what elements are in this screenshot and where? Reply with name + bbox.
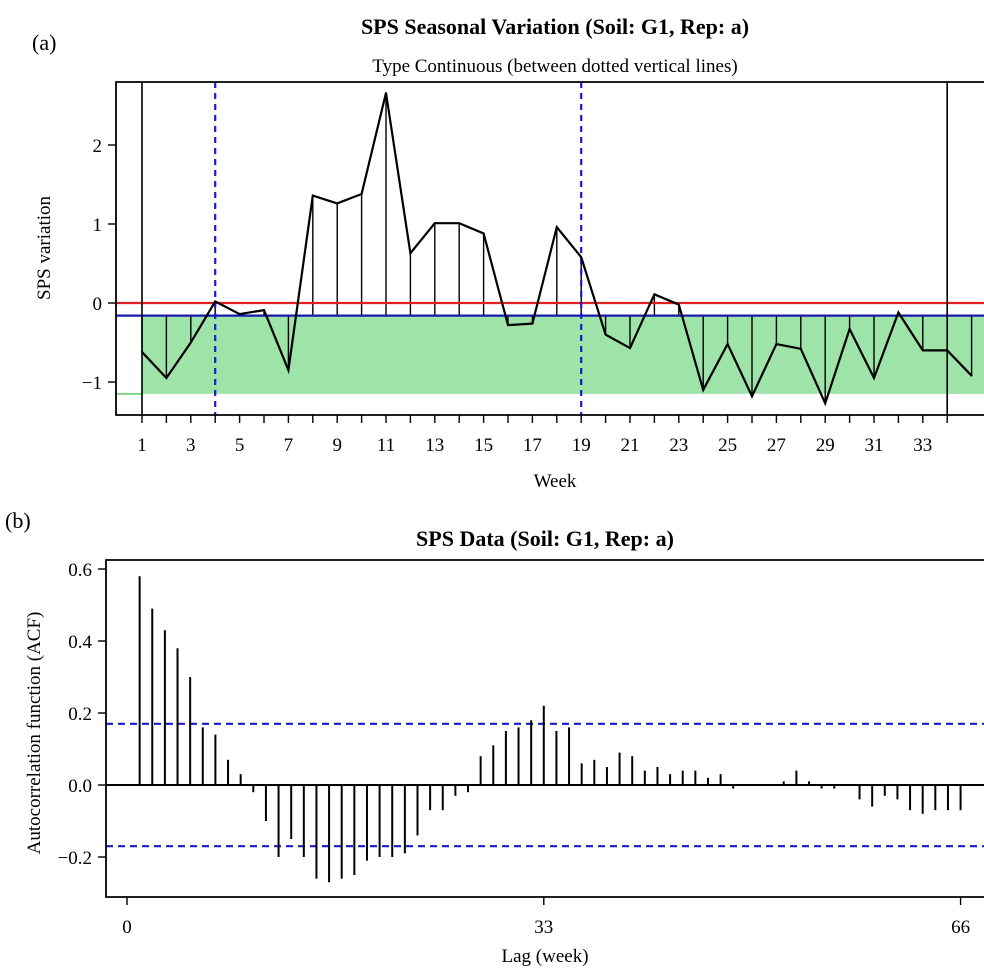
panel-a-title: SPS Seasonal Variation (Soil: G1, Rep: a… xyxy=(361,14,749,39)
data-point xyxy=(677,303,680,306)
panel-a-label: (a) xyxy=(32,30,56,55)
data-point xyxy=(141,351,143,353)
x-tick-label: 7 xyxy=(284,435,294,456)
data-point xyxy=(555,226,558,229)
x-tick-label: 9 xyxy=(332,435,342,456)
data-point xyxy=(848,328,851,330)
data-point xyxy=(799,347,802,350)
data-point xyxy=(507,324,509,327)
x-tick-label: 25 xyxy=(718,435,737,456)
data-point xyxy=(385,91,387,94)
panel-a-y-axis-label: SPS variation xyxy=(34,196,55,300)
x-tick-label: 5 xyxy=(235,435,245,456)
y-tick-label: 0 xyxy=(93,294,103,315)
confidence-band xyxy=(142,315,984,394)
data-point xyxy=(360,193,363,195)
data-point xyxy=(263,309,265,312)
y-tick-label: 0.6 xyxy=(68,560,92,581)
data-point xyxy=(409,252,412,255)
data-point xyxy=(336,202,339,205)
data-point xyxy=(629,347,631,349)
x-tick-label: 17 xyxy=(523,435,542,456)
data-point xyxy=(311,194,314,197)
y-tick-label: −1 xyxy=(82,373,102,394)
y-tick-label: −0.2 xyxy=(58,848,92,869)
data-point xyxy=(946,349,949,352)
data-point xyxy=(775,343,778,345)
panel-b-label: (b) xyxy=(5,508,31,533)
data-point xyxy=(873,377,875,379)
data-point xyxy=(726,343,729,345)
data-point xyxy=(165,377,168,379)
data-point xyxy=(970,374,973,377)
panel-b-frame xyxy=(105,559,984,898)
data-point xyxy=(824,402,827,405)
x-tick-label: 66 xyxy=(951,917,970,938)
x-tick-label: 33 xyxy=(913,435,932,456)
panel-a-frame xyxy=(115,81,984,416)
panel-b-y-axis-label: Autocorrelation function (ACF) xyxy=(24,612,45,855)
data-point xyxy=(189,341,192,344)
data-point xyxy=(482,232,485,235)
data-point xyxy=(921,349,924,352)
x-tick-label: 19 xyxy=(572,435,591,456)
x-tick-label: 33 xyxy=(534,917,553,938)
x-tick-label: 29 xyxy=(816,435,835,456)
x-tick-label: 21 xyxy=(621,435,640,456)
panel-a-x-axis-label: Week xyxy=(534,471,577,492)
panel-b-title: SPS Data (Soil: G1, Rep: a) xyxy=(416,526,674,551)
data-point xyxy=(287,369,290,372)
panel-b-x-axis-label: Lag (week) xyxy=(501,946,588,967)
data-point xyxy=(897,311,900,314)
data-point xyxy=(604,333,607,336)
y-tick-label: 2 xyxy=(93,136,103,157)
x-tick-label: 13 xyxy=(425,435,444,456)
x-tick-label: 27 xyxy=(767,435,786,456)
x-tick-label: 31 xyxy=(865,435,884,456)
data-point xyxy=(751,395,753,398)
y-tick-label: 0.4 xyxy=(68,632,92,653)
data-point xyxy=(458,222,461,225)
y-tick-label: 1 xyxy=(93,215,103,236)
x-tick-label: 23 xyxy=(669,435,688,456)
y-tick-label: 0.2 xyxy=(68,704,92,725)
data-point xyxy=(702,389,705,391)
data-point xyxy=(580,256,583,259)
data-point xyxy=(214,300,217,303)
x-tick-label: 11 xyxy=(377,435,395,456)
x-tick-label: 3 xyxy=(186,435,196,456)
data-point xyxy=(433,222,436,225)
x-tick-label: 15 xyxy=(474,435,493,456)
data-point xyxy=(653,293,656,296)
x-tick-label: 0 xyxy=(122,917,132,938)
y-tick-label: 0.0 xyxy=(68,776,92,797)
data-point xyxy=(531,322,534,325)
data-point xyxy=(238,313,241,315)
panel-a-subtitle: Type Continuous (between dotted vertical… xyxy=(372,56,737,77)
x-tick-label: 1 xyxy=(137,435,147,456)
panel-b-plot-area: 0 33 66 0.6 0.4 0.2 0.0 −0.2 xyxy=(58,559,984,938)
